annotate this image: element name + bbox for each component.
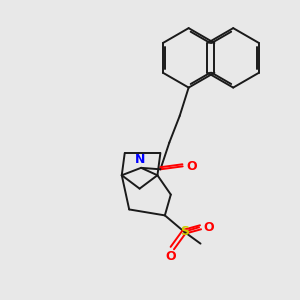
Text: O: O bbox=[186, 160, 197, 173]
Text: O: O bbox=[166, 250, 176, 263]
Text: O: O bbox=[203, 221, 214, 234]
Text: N: N bbox=[134, 153, 145, 166]
Text: S: S bbox=[180, 225, 189, 238]
